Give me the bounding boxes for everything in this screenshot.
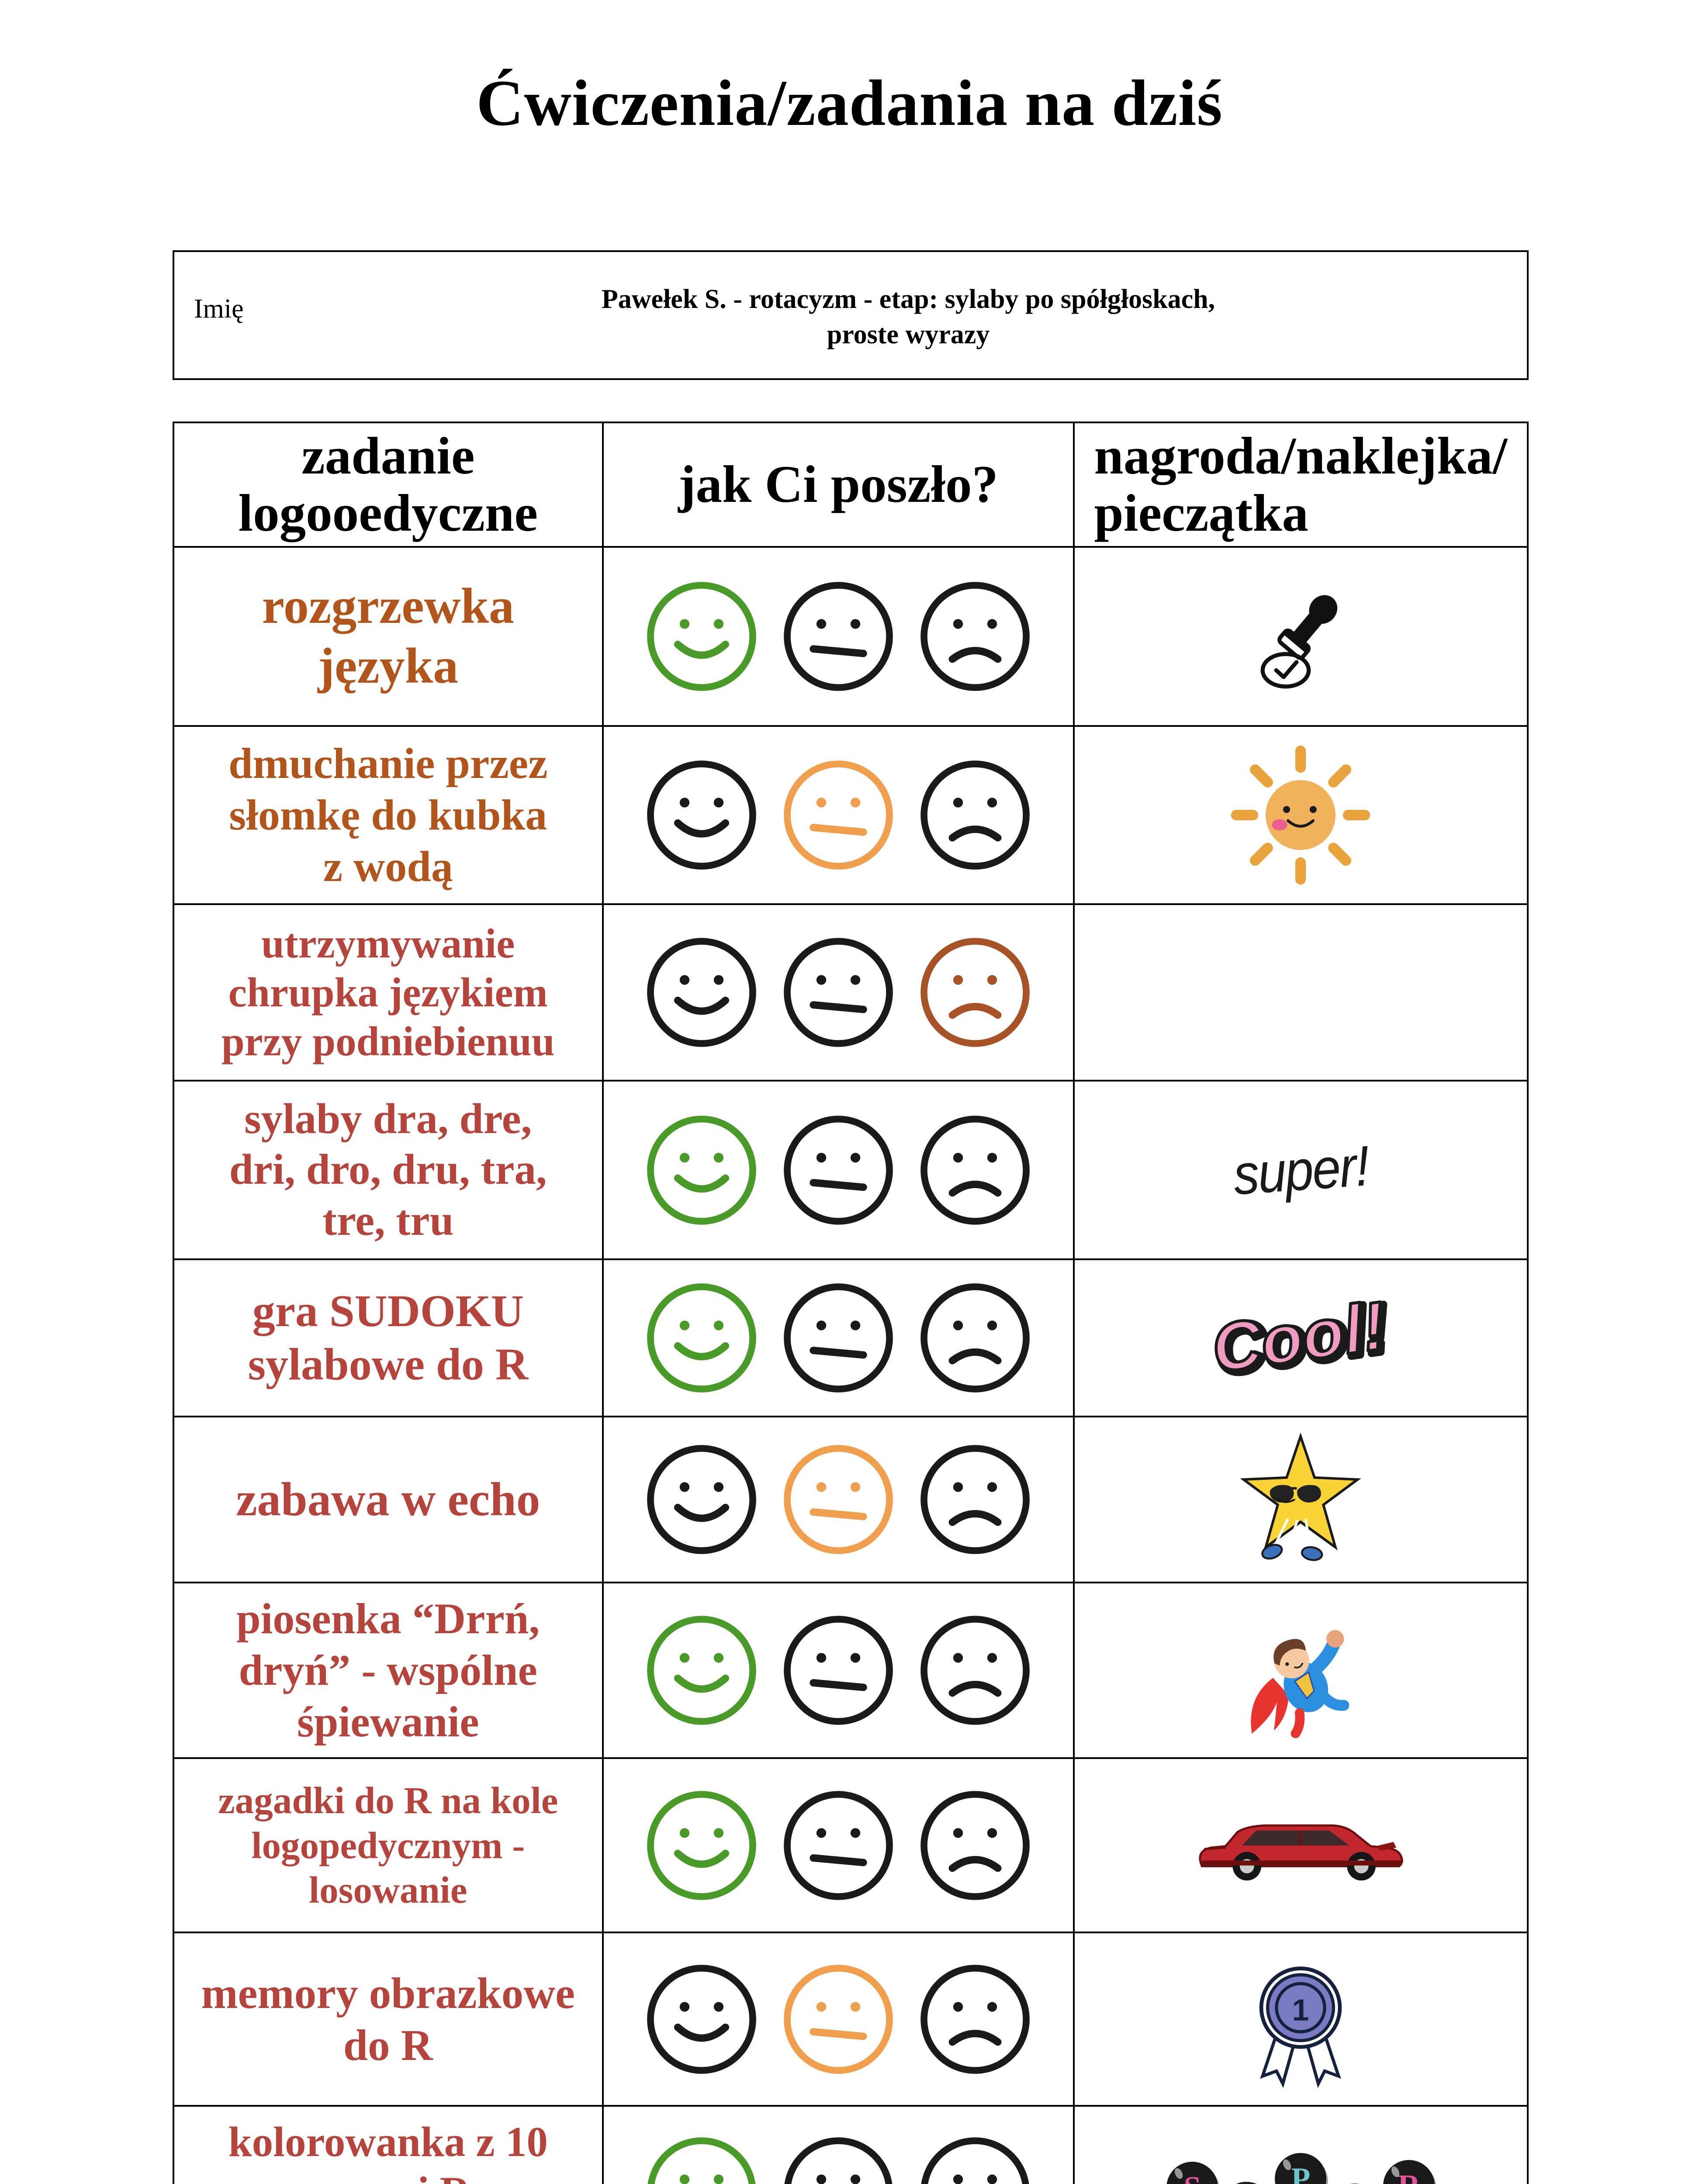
svg-text:Cool!: Cool! xyxy=(1208,1287,1390,1387)
svg-text:1: 1 xyxy=(1292,1993,1309,2027)
